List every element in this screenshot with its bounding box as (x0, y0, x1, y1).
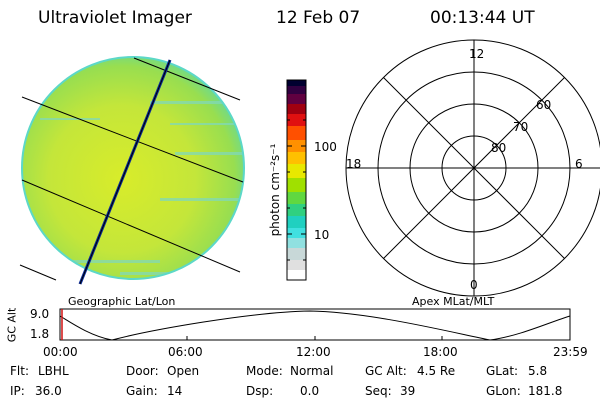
time-tick-0000: 00:00 (43, 345, 78, 359)
mlt-label-0: 0 (470, 278, 478, 292)
altitude-axis-label: GC Alt (5, 307, 19, 343)
glon-value: 181.8 (528, 384, 563, 398)
mlt-label-18: 18 (346, 157, 362, 171)
seq-value: 39 (400, 384, 416, 398)
alt-tick-9: 9.0 (30, 307, 50, 321)
gain-value: 14 (167, 384, 183, 398)
mlat-label-70: 70 (513, 120, 529, 134)
door-value: Open (167, 364, 200, 378)
gc-alt-label: GC Alt: (365, 364, 407, 378)
mlat-label-60: 60 (536, 98, 552, 112)
dsp-value: 0.0 (300, 384, 320, 398)
mode-value: Normal (290, 364, 334, 378)
glat-value: 5.8 (528, 364, 548, 378)
time-tick-0600: 06:00 (168, 345, 203, 359)
seq-label: Seq: (365, 384, 392, 398)
mlat-label-80: 80 (491, 141, 507, 155)
mode-label: Mode: (246, 364, 283, 378)
polar-panel-label: Apex MLat/MLT (412, 295, 495, 308)
polar-grid (345, 39, 600, 297)
colorbar-tick-100: 100 (314, 140, 337, 154)
geographic-panel-label: Geographic Lat/Lon (68, 295, 176, 308)
time-tick-2359: 23:59 (553, 345, 588, 359)
gc-alt-value: 4.5 Re (417, 364, 456, 378)
instrument-title: Ultraviolet Imager (38, 8, 192, 28)
gain-label: Gain: (126, 384, 158, 398)
geographic-grid (19, 57, 244, 281)
ip-label: IP: (10, 384, 25, 398)
colorbar (286, 79, 307, 281)
colorbar-tick-10: 10 (314, 228, 330, 242)
time-tick-1800: 18:00 (423, 345, 458, 359)
time-label: 00:13:44 UT (430, 8, 535, 28)
glon-label: GLon: (486, 384, 521, 398)
date-label: 12 Feb 07 (276, 8, 361, 28)
dsp-label: Dsp: (246, 384, 274, 398)
time-tick-1200: 12:00 (296, 345, 331, 359)
alt-tick-1.8: 1.8 (30, 327, 50, 341)
filter-value: LBHL (38, 364, 69, 378)
mlt-label-12: 12 (469, 47, 485, 61)
ip-value: 36.0 (35, 384, 62, 398)
colorbar-unit-label: photon cm⁻²s⁻¹ (268, 143, 282, 237)
glat-label: GLat: (486, 364, 519, 378)
mlt-label-6: 6 (575, 157, 583, 171)
uv-image-disk (21, 56, 245, 280)
door-label: Door: (126, 364, 159, 378)
altitude-plot (59, 308, 571, 341)
filter-label: Flt: (10, 364, 29, 378)
